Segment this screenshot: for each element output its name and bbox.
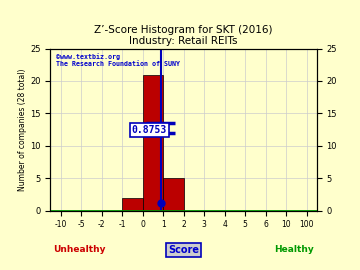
Text: Unhealthy: Unhealthy bbox=[53, 245, 105, 254]
Text: Healthy: Healthy bbox=[274, 245, 314, 254]
Text: 0.8753: 0.8753 bbox=[132, 124, 167, 135]
Y-axis label: Number of companies (28 total): Number of companies (28 total) bbox=[18, 68, 27, 191]
Bar bbox=[163, 178, 184, 211]
Bar bbox=[122, 198, 143, 211]
Text: ©www.textbiz.org
The Research Foundation of SUNY: ©www.textbiz.org The Research Foundation… bbox=[56, 53, 180, 68]
Text: Score: Score bbox=[168, 245, 199, 255]
Bar bbox=[143, 75, 163, 211]
Title: Z’-Score Histogram for SKT (2016)
Industry: Retail REITs: Z’-Score Histogram for SKT (2016) Indust… bbox=[94, 25, 273, 46]
